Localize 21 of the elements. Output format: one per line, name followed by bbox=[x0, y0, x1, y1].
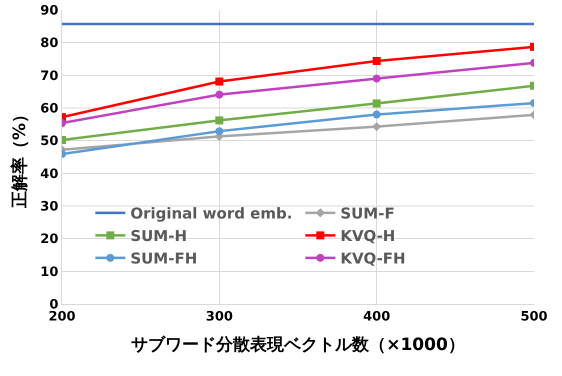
x-tick-label: 200 bbox=[48, 310, 76, 325]
legend-label: Original word emb. bbox=[130, 204, 292, 223]
legend-label: SUM-FH bbox=[130, 250, 198, 268]
y-tick-label: 80 bbox=[40, 36, 58, 52]
y-tick-label: 60 bbox=[40, 102, 58, 117]
y-tick-label: 10 bbox=[40, 264, 58, 280]
x-tick-label: 300 bbox=[206, 310, 233, 325]
x-tick-label: 400 bbox=[363, 310, 390, 325]
y-axis-title: 正解率（%） bbox=[10, 106, 30, 210]
y-tick-label: 40 bbox=[40, 166, 58, 182]
legend-label: SUM-F bbox=[340, 204, 395, 223]
y-tick-label: 90 bbox=[40, 4, 58, 19]
x-tick-label: 500 bbox=[520, 310, 548, 325]
y-tick-label: 70 bbox=[40, 68, 58, 84]
legend-label: KVQ-H bbox=[340, 227, 396, 246]
y-tick-label: 20 bbox=[40, 232, 58, 248]
x-axis-title: サブワード分散表現ベクトル数（×1000） bbox=[131, 335, 465, 355]
legend-label: SUM-H bbox=[130, 227, 188, 246]
legend-label: KVQ-FH bbox=[340, 250, 406, 268]
y-tick-label: 30 bbox=[40, 200, 58, 215]
y-tick-label: 50 bbox=[40, 134, 58, 150]
